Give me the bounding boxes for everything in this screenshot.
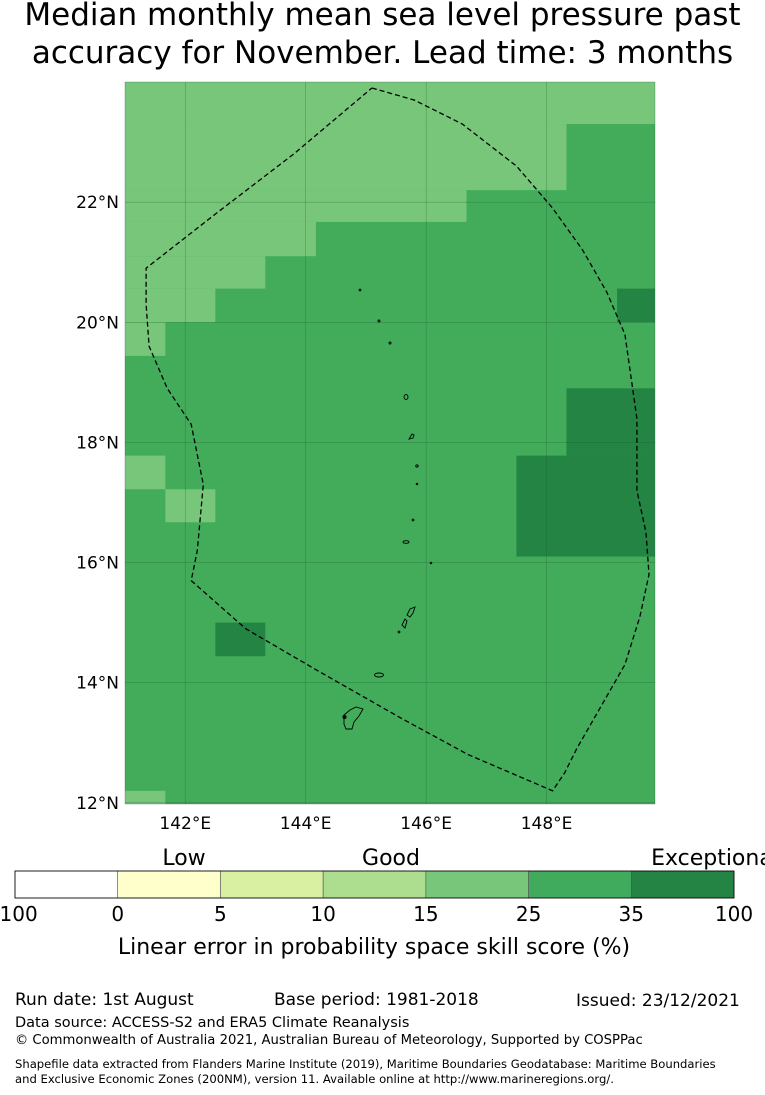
grid-cell-12 [566,388,655,456]
colorbar-segment-6 [630,870,735,899]
island-rota [374,672,384,678]
island-tinian [401,618,408,629]
legend-category-good: Good [362,846,420,871]
island-agrihan [403,394,409,400]
guam-capital-marker [342,714,347,720]
colorbar-tick-label: 35 [619,902,644,926]
legend-category-labels: Low Good Exceptional [162,846,765,871]
colorbar-segment-2 [220,870,324,899]
grid-cell-11 [617,288,655,323]
grid-cell-8 [125,455,166,490]
island-pagan [408,433,415,440]
grid-cell-9 [165,489,216,523]
lat-tick-label: 22°N [76,193,119,213]
island-alamagan [415,464,419,468]
legend-colorbar [14,870,735,899]
shapefile-credit-line-2: and Exclusive Economic Zones (200NM), ve… [15,1072,614,1086]
lon-tick-label: 146°E [400,814,452,834]
lat-tick-label: 18°N [76,433,119,453]
lon-tick-label: 148°E [521,814,573,834]
grid-cell-14 [215,622,266,657]
base-period: Base period: 1981-2018 [274,990,479,1010]
lon-tick-label: 142°E [159,814,211,834]
lat-tick-label: 14°N [76,674,119,694]
island-anatahan [402,540,410,544]
island-aguijan [397,630,401,634]
legend-tick-labels: -100 0 5 10 15 25 35 100 [0,902,753,926]
issued-date: Issued: 23/12/2021 [576,991,740,1011]
lat-tick-label: 20°N [76,313,119,333]
island-maug [377,319,381,323]
colorbar-segment-4 [425,870,529,899]
eez-boundary-line [145,87,650,792]
colorbar-outline [14,870,735,899]
grid-cell-4 [125,221,316,257]
lat-lon-gridlines [125,82,655,804]
longitude-tick-labels: 142°E 144°E 146°E 148°E [159,814,572,834]
grid-cell-3 [125,190,467,222]
colorbar-tick-label: 0 [111,902,124,926]
lat-tick-label: 12°N [76,794,119,814]
colorbar-tick-label: -100 [0,902,38,926]
copyright: © Commonwealth of Australia 2021, Austra… [15,1033,643,1048]
colorbar-segment-5 [528,870,632,899]
data-source: Data source: ACCESS-S2 and ERA5 Climate … [15,1015,410,1031]
skill-score-grid [125,82,655,804]
island-farallon-de-pajaros [358,288,362,292]
legend-category-low: Low [162,846,205,871]
grid-cell-1 [125,82,655,125]
colorbar-segment-0 [14,870,119,899]
latitude-tick-labels: 22°N 20°N 18°N 16°N 14°N 12°N [76,193,119,814]
colorbar-segment-1 [117,870,221,899]
shapefile-credit-line-1: Shapefile data extracted from Flanders M… [15,1057,716,1071]
grid-cell-6 [125,288,216,323]
map-title-line-1: Median monthly mean sea level pressure p… [24,0,741,33]
map-title-line-2: accuracy for November. Lead time: 3 mont… [31,35,734,71]
island-guam [343,706,364,730]
colorbar-tick-label: 5 [214,902,227,926]
colorbar-tick-label: 15 [413,902,438,926]
grid-cell-13 [516,455,655,557]
legend-category-exceptional: Exceptional [651,846,765,871]
island-asuncion [388,341,392,345]
grid-cell-5 [125,256,266,289]
lat-tick-label: 16°N [76,554,119,574]
lon-tick-label: 144°E [280,814,332,834]
map-frame [124,81,656,805]
grid-cell-2 [125,124,567,191]
colorbar-tick-label: 100 [715,902,753,926]
island-farallon-de-medinilla [429,561,433,565]
island-sarigan [411,518,415,522]
colorbar-tick-label: 25 [516,902,541,926]
colorbar-segment-3 [322,870,427,899]
colorbar-tick-label: 10 [310,902,335,926]
grid-cell-7 [125,322,166,356]
grid-cell-10 [125,790,166,804]
island-guguan [415,482,419,486]
mariana-islands [342,288,433,730]
island-saipan [406,606,416,618]
run-date: Run date: 1st August [15,990,194,1010]
legend-axis-label: Linear error in probability space skill … [118,935,630,960]
